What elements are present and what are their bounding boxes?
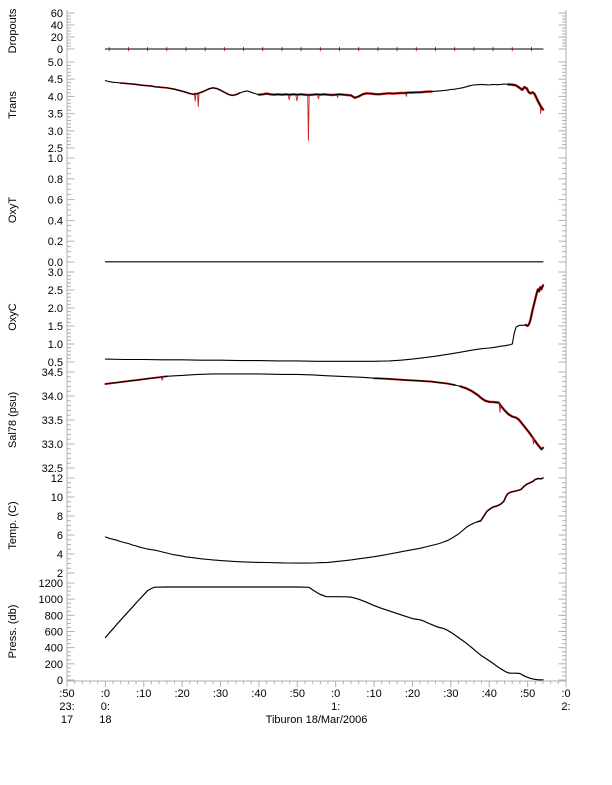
panel-oxyc: OxyC 0.5 1.0 1.5 2.0 2.5 3.0 [7, 267, 566, 369]
x-axis: :50:0:10:20:30:40:50:0:10:20:30:40:50:02… [59, 681, 571, 726]
y-tick-label: 0.4 [48, 215, 63, 227]
x-tick-label: :30 [443, 688, 458, 700]
y-tick-label: 34.0 [42, 391, 63, 403]
x-tick-label: :0 [101, 688, 110, 700]
y-tick-label: 10 [51, 492, 63, 504]
x-tick-label: :0 [561, 688, 570, 700]
x-tick-label: :40 [251, 688, 266, 700]
y-tick-label: 0 [57, 675, 63, 687]
y-tick-label: 0 [57, 44, 63, 56]
series-trans-raw-spikes [295, 94, 299, 102]
series-sal-raw-late [459, 385, 545, 451]
x-tick-label: :10 [366, 688, 381, 700]
y-tick-label: 8 [57, 511, 63, 523]
day-label: 17 [61, 714, 73, 726]
y-tick-label: 33.5 [42, 415, 63, 427]
panel-temp: Temp. (C) 2 4 6 8 10 12 [7, 473, 566, 580]
y-tick-label: 4.5 [48, 74, 63, 86]
y-tick-label: 3.5 [48, 109, 63, 121]
x-tick-label: :10 [136, 688, 151, 700]
x-tick-label: :20 [175, 688, 190, 700]
y-tick-label: 2.5 [48, 285, 63, 297]
y-tick-label: 4 [57, 549, 63, 561]
y-tick-label: 3.0 [48, 267, 63, 279]
y-axis-title: Trans [7, 91, 19, 119]
panel-press: Press. (db) 0 200 400 600 800 1000 1200 [7, 578, 566, 687]
series-oxyc-raw-late [524, 284, 545, 328]
y-tick-label: 800 [45, 610, 63, 622]
y-tick-label: 1.5 [48, 321, 63, 333]
x-tick-label: :40 [482, 688, 497, 700]
series-trans-raw-spikes [405, 92, 408, 97]
series-trans-raw-spikes [197, 92, 200, 108]
x-tick-label: :0 [331, 688, 340, 700]
x-tick-label: :50 [520, 688, 535, 700]
series-trans-raw-spikes [539, 102, 542, 115]
x-tick-label: :20 [405, 688, 420, 700]
y-tick-label: 60 [51, 8, 63, 20]
y-axis-title: Press. (db) [7, 605, 19, 659]
y-tick-label: 0.8 [48, 174, 63, 186]
y-tick-label: 12 [51, 473, 63, 485]
y-tick-label: 1.0 [48, 153, 63, 165]
y-tick-label: 32.5 [42, 463, 63, 475]
panel-oxyt: OxyT 0.0 0.2 0.4 0.6 0.8 1.0 [7, 153, 566, 269]
y-tick-label: 6 [57, 530, 63, 542]
y-tick-label: 1.0 [48, 339, 63, 351]
y-tick-label: 33.0 [42, 439, 63, 451]
y-axis-title: OxyT [7, 197, 19, 224]
y-tick-label: 3.0 [48, 126, 63, 138]
y-tick-label: 4.0 [48, 91, 63, 103]
y-tick-label: 40 [51, 20, 63, 32]
y-axis-title: Temp. (C) [7, 501, 19, 549]
series-oxyc [104, 284, 544, 362]
series-temp [104, 477, 544, 564]
series-trans-raw-spikes [287, 94, 291, 101]
x-tick-label: :50 [59, 688, 74, 700]
day-label: 18 [99, 714, 111, 726]
panel-sal78: Sal78 (psu) 32.5 33.0 33.5 34.0 34.5 [7, 367, 566, 475]
series-trans-raw-spikes [193, 92, 197, 102]
series-trans-raw-spikes [307, 94, 310, 141]
x-tick-label: :50 [290, 688, 305, 700]
y-tick-label: 400 [45, 643, 63, 655]
y-tick-label: 1000 [39, 594, 63, 606]
y-tick-label: 0.5 [48, 357, 63, 369]
y-axis-title: OxyC [7, 303, 19, 331]
series-sal-raw-spikes [498, 402, 502, 413]
axes-frame [66, 10, 567, 682]
y-tick-label: 5.0 [48, 57, 63, 69]
x-tick-label: :30 [213, 688, 228, 700]
series-sal-raw-spikes [532, 436, 535, 445]
y-tick-label: 34.5 [42, 367, 63, 379]
hour-label: 2: [561, 701, 570, 713]
y-tick-label: 2.5 [48, 143, 63, 155]
series-trans-raw-spikes [316, 94, 321, 100]
chart-title: Tiburon 18/Mar/2006 [265, 714, 368, 726]
hour-label: 0: [101, 701, 110, 713]
y-tick-label: 0.6 [48, 195, 63, 207]
y-tick-label: 2 [57, 568, 63, 580]
y-tick-label: 1200 [39, 578, 63, 590]
y-tick-label: 0.0 [48, 257, 63, 269]
y-tick-label: 20 [51, 32, 63, 44]
hour-label: 23: [59, 701, 74, 713]
y-tick-label: 200 [45, 659, 63, 671]
series-sal78 [104, 373, 544, 450]
panel-trans: Trans 2.5 3.0 3.5 4.0 4.5 5.0 [7, 57, 566, 155]
series-temp-raw-late [476, 477, 544, 523]
hour-label: 1: [331, 701, 340, 713]
y-tick-label: 600 [45, 627, 63, 639]
series-sal-raw-spikes [160, 376, 164, 381]
y-axis-title: Dropouts [7, 8, 19, 53]
series-trans-raw-spikes [336, 94, 339, 98]
y-tick-label: 0.2 [48, 236, 63, 248]
y-axis-title: Sal78 (psu) [7, 392, 19, 448]
series-press [104, 586, 544, 681]
series-trans [104, 80, 544, 111]
y-tick-label: 2.0 [48, 303, 63, 315]
